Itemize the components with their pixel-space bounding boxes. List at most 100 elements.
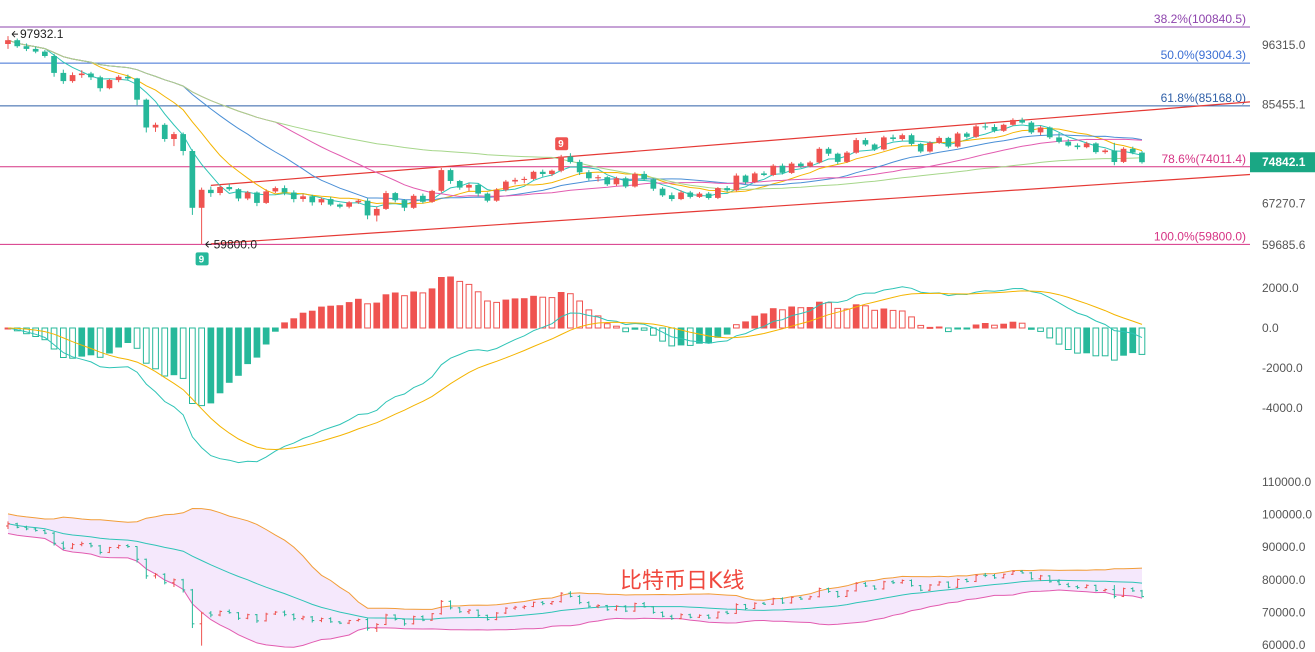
boll-bar-92 — [854, 582, 859, 592]
macd-bar-110 — [1018, 322, 1026, 329]
macd-bar-47 — [438, 277, 445, 329]
fib-label-3: 78.6%(74011.4) — [1161, 152, 1246, 166]
macd-bar-94 — [871, 309, 878, 329]
boll-bar-46 — [430, 613, 435, 621]
boll-bar-117 — [1084, 584, 1089, 589]
boll-bar-123 — [1140, 589, 1144, 598]
boll-bar-23 — [218, 610, 223, 617]
candle-85 — [788, 161, 795, 174]
candle-67 — [622, 176, 629, 189]
boll-bar-77 — [715, 611, 720, 619]
candle-54 — [503, 179, 509, 192]
candle-98 — [908, 133, 915, 146]
price-markers: 97932.1 59800.0 9 9 — [11, 27, 569, 266]
candle-10 — [97, 75, 103, 92]
macd-bar-107 — [991, 324, 998, 329]
candle-body-32 — [300, 196, 306, 199]
macd-bar-100 — [926, 326, 934, 329]
macd-dea-line — [7, 290, 1143, 451]
candle-body-35 — [327, 199, 334, 205]
boll-bar-63 — [586, 601, 591, 608]
candle-2 — [23, 43, 30, 52]
high-price-label: 97932.1 — [20, 27, 64, 41]
macd-bar-39 — [364, 303, 371, 329]
candle-body-96 — [890, 137, 896, 139]
candle-body-41 — [383, 193, 389, 209]
boll-bar-64 — [596, 604, 601, 609]
candle-body-25 — [235, 189, 242, 199]
candle-62 — [576, 159, 583, 176]
macd-bar-80 — [742, 321, 749, 329]
boll-bar-55 — [513, 605, 518, 610]
candle-39 — [364, 198, 371, 220]
candle-36 — [337, 203, 343, 209]
macd-bar-112 — [1037, 327, 1044, 332]
chart-caption: 比特币日K线 — [620, 569, 744, 594]
macd-bar-11 — [106, 327, 113, 354]
candle-87 — [807, 160, 813, 168]
candle-body-9 — [88, 73, 94, 78]
candle-body-106 — [982, 126, 989, 128]
macd-bar-97 — [898, 310, 906, 329]
candle-70 — [650, 178, 657, 191]
current-price-tag: 74842.1 — [1250, 152, 1315, 173]
bollinger-bands — [7, 507, 1143, 648]
boll-bar-73 — [679, 613, 684, 620]
candle-6 — [60, 69, 67, 84]
candle-103 — [954, 131, 961, 148]
candle-92 — [853, 137, 859, 154]
macd-dif-line — [7, 286, 1143, 464]
candle-body-0 — [5, 40, 11, 44]
candle-37 — [346, 201, 352, 209]
macd-bar-40 — [373, 302, 381, 329]
boll-bar-32 — [301, 615, 306, 621]
candle-body-97 — [899, 135, 906, 139]
macd-bar-60 — [557, 292, 565, 329]
boll-bar-31 — [291, 613, 296, 621]
macd-bar-4 — [41, 327, 49, 341]
candle-38 — [355, 199, 362, 204]
moving-averages — [7, 39, 1143, 208]
candle-body-112 — [1037, 127, 1044, 133]
macd-bar-38 — [355, 298, 362, 329]
candle-body-111 — [1028, 122, 1035, 133]
candle-body-58 — [539, 171, 546, 174]
candle-24 — [226, 183, 233, 191]
boll-bar-19 — [181, 578, 186, 593]
boll-bar-110 — [1020, 570, 1025, 574]
candle-41 — [383, 190, 389, 210]
candle-76 — [705, 191, 712, 200]
macd-bar-23 — [216, 327, 224, 394]
candle-body-39 — [364, 200, 371, 216]
macd-bar-33 — [308, 310, 316, 329]
current-price-value: 74842.1 — [1262, 155, 1306, 169]
low-price-label: 59800.0 — [214, 237, 258, 251]
macd-bar-35 — [327, 305, 334, 329]
low-arrow — [205, 241, 212, 248]
boll-bar-24 — [227, 609, 232, 614]
candle-body-90 — [834, 153, 841, 162]
candle-body-72 — [668, 195, 675, 199]
ma-mid-line — [7, 39, 1143, 205]
macd-bar-115 — [1064, 327, 1072, 350]
boll-bar-9 — [88, 542, 93, 548]
macd-bar-63 — [585, 309, 593, 329]
candle-123 — [1139, 151, 1145, 164]
candle-106 — [982, 122, 989, 130]
macd-bar-8 — [78, 327, 86, 357]
candle-body-3 — [32, 48, 39, 52]
macd-bar-67 — [622, 327, 629, 333]
boll-bar-48 — [448, 600, 453, 610]
macd-bar-48 — [447, 276, 454, 329]
macd-bar-106 — [981, 323, 989, 329]
candle-95 — [881, 135, 887, 151]
boll-bar-28 — [264, 612, 269, 622]
boll-bar-104 — [964, 578, 969, 583]
boll-bar-45 — [420, 615, 425, 622]
candle-97 — [899, 133, 906, 141]
boll-bar-8 — [79, 541, 84, 547]
price-y-axis: 96315.0 85455.1 67270.7 59685.6 — [1262, 38, 1306, 252]
macd-bar-73 — [677, 327, 685, 346]
candle-body-82 — [761, 173, 767, 175]
